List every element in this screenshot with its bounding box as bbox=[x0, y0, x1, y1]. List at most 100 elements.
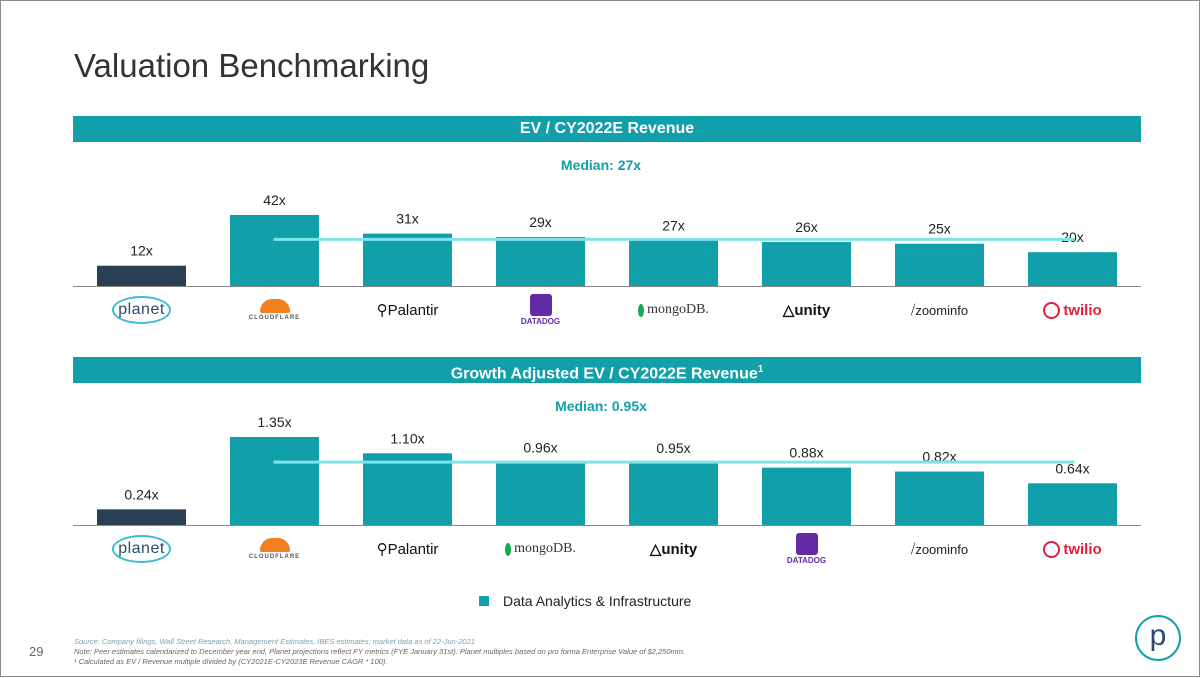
datadog-dog-icon bbox=[795, 533, 818, 555]
zoominfo-z-icon: ⧸ bbox=[910, 541, 916, 556]
palantir-icon: ⚲ bbox=[376, 541, 388, 558]
category-logo: mongoDB. bbox=[486, 531, 596, 567]
data-label: 0.96x bbox=[523, 439, 557, 455]
category-logo: twilio bbox=[1018, 292, 1128, 328]
legend-label: Data Analytics & Infrastructure bbox=[503, 593, 692, 609]
category-logo: ⧸ zoominfo bbox=[885, 292, 995, 328]
footnote-calc: ¹ Calculated as EV / Revenue multiple di… bbox=[74, 657, 388, 666]
footnotes: Source: Company filings, Wall Street Res… bbox=[74, 637, 685, 667]
palantir-icon: ⚲ bbox=[376, 302, 388, 319]
zoominfo-z-icon: ⧸ bbox=[910, 302, 916, 317]
footnote-note: Note: Peer estimates calendarized to Dec… bbox=[74, 647, 686, 656]
data-label: 42x bbox=[263, 192, 286, 208]
category-label: CLOUDFLARE bbox=[248, 315, 301, 321]
category-label: DATADOG bbox=[520, 317, 561, 326]
bar bbox=[363, 233, 452, 286]
data-label: 12x bbox=[130, 243, 153, 259]
category-label: mongoDB. bbox=[514, 541, 576, 556]
data-label: 0.82x bbox=[922, 449, 956, 465]
bar bbox=[97, 509, 186, 525]
data-label: 0.95x bbox=[656, 440, 690, 456]
category-label: twilio bbox=[1063, 301, 1102, 319]
bar bbox=[895, 243, 984, 286]
category-logo: twilio bbox=[1018, 531, 1128, 567]
bar bbox=[230, 215, 319, 286]
legend: Data Analytics & Infrastructure bbox=[479, 593, 691, 609]
category-logo: ⚲ Palantir bbox=[353, 531, 463, 567]
category-logo: DATADOG bbox=[486, 292, 596, 328]
bar bbox=[629, 240, 718, 286]
bar bbox=[762, 242, 851, 286]
data-label: 0.24x bbox=[124, 486, 158, 502]
bar bbox=[496, 462, 585, 525]
bar bbox=[97, 265, 186, 286]
cloudflare-cloud-icon bbox=[259, 538, 290, 552]
unity-cube-icon: △ bbox=[782, 302, 795, 319]
category-label: DATADOG bbox=[786, 556, 827, 565]
category-label: zoominfo bbox=[915, 541, 969, 557]
footnote-source: Source: Company filings, Wall Street Res… bbox=[74, 637, 475, 646]
data-label: 26x bbox=[795, 219, 818, 235]
category-logo: planet bbox=[87, 531, 197, 567]
datadog-dog-icon bbox=[529, 294, 552, 316]
category-logo: mongoDB. bbox=[619, 292, 729, 328]
bar bbox=[496, 236, 585, 286]
bar bbox=[762, 467, 851, 525]
category-logo: CLOUDFLARE bbox=[220, 292, 330, 328]
twilio-dots-icon bbox=[1043, 301, 1061, 319]
category-logo: CLOUDFLARE bbox=[220, 531, 330, 567]
bar bbox=[1028, 252, 1117, 286]
chart2-banner: Growth Adjusted EV / CY2022E Revenue1 bbox=[73, 357, 1141, 383]
chart1-median-label: Median: 27x bbox=[560, 157, 642, 173]
category-label: zoominfo bbox=[915, 302, 969, 318]
category-label: CLOUDFLARE bbox=[248, 554, 301, 560]
chart1-banner: EV / CY2022E Revenue bbox=[73, 116, 1141, 142]
mongodb-leaf-icon bbox=[638, 303, 645, 317]
bar bbox=[363, 453, 452, 525]
legend-swatch bbox=[479, 596, 489, 606]
page-title: Valuation Benchmarking bbox=[74, 47, 430, 84]
category-logo: DATADOG bbox=[752, 531, 862, 567]
cloudflare-cloud-icon bbox=[259, 299, 290, 313]
page-number: 29 bbox=[29, 644, 44, 659]
unity-cube-icon: △ bbox=[649, 541, 662, 558]
data-label: 27x bbox=[662, 217, 685, 233]
planet-logo-icon: planet bbox=[112, 296, 171, 324]
data-label: 31x bbox=[396, 211, 419, 227]
data-label: 1.10x bbox=[390, 430, 424, 446]
bar bbox=[629, 463, 718, 525]
chart2-median-label: Median: 0.95x bbox=[555, 398, 647, 414]
category-label: unity bbox=[794, 301, 831, 319]
category-label: unity bbox=[661, 540, 698, 558]
data-label: 0.64x bbox=[1055, 460, 1089, 476]
category-label: Palantir bbox=[387, 301, 439, 319]
planet-logo-icon: planet bbox=[112, 535, 171, 563]
category-logo: △ unity bbox=[752, 292, 862, 328]
data-label: 0.88x bbox=[789, 445, 823, 461]
mongodb-leaf-icon bbox=[505, 542, 512, 556]
data-label: 1.35x bbox=[257, 414, 291, 430]
data-label: 20x bbox=[1061, 229, 1084, 245]
twilio-dots-icon bbox=[1043, 540, 1061, 558]
category-logo: △ unity bbox=[619, 531, 729, 567]
bar bbox=[230, 437, 319, 525]
category-label: Palantir bbox=[387, 540, 439, 558]
bar bbox=[1028, 483, 1117, 525]
bar bbox=[895, 471, 984, 525]
brand-logo: p bbox=[1135, 615, 1181, 661]
category-label: planet bbox=[118, 540, 165, 557]
category-label: planet bbox=[118, 301, 165, 318]
category-label: twilio bbox=[1063, 540, 1102, 558]
chart2-title: Growth Adjusted EV / CY2022E Revenue bbox=[450, 365, 758, 383]
chart1-title: EV / CY2022E Revenue bbox=[519, 120, 695, 137]
chart2-title-sup: 1 bbox=[757, 364, 764, 375]
category-logo: ⧸ zoominfo bbox=[885, 531, 995, 567]
category-label: mongoDB. bbox=[647, 302, 709, 317]
category-logo: ⚲ Palantir bbox=[353, 292, 463, 328]
data-label: 29x bbox=[529, 214, 552, 230]
category-logo: planet bbox=[87, 292, 197, 328]
data-label: 25x bbox=[928, 221, 951, 237]
